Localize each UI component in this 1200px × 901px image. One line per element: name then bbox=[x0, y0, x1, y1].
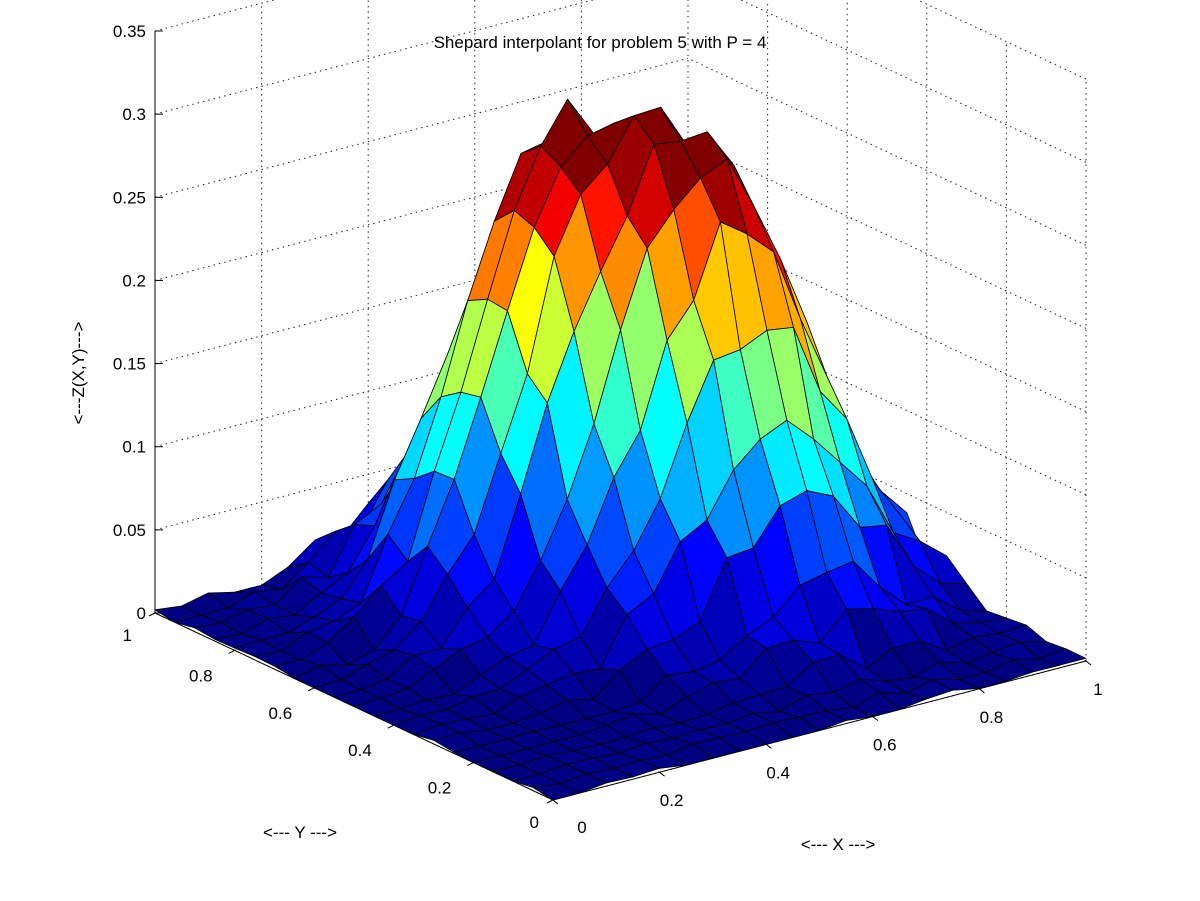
wall-grid-line bbox=[154, 140, 689, 281]
z-axis-label: <---Z(X,Y)---> bbox=[69, 321, 88, 424]
x-tick-label: 0.8 bbox=[980, 708, 1004, 727]
y-tick-label: 0.8 bbox=[189, 666, 213, 685]
x-tick-label: 0.6 bbox=[873, 736, 897, 755]
z-tick-label: 0.35 bbox=[113, 22, 146, 41]
z-tick-label: 0.3 bbox=[122, 105, 146, 124]
wall-grid-line bbox=[154, 224, 689, 365]
x-tick-label: 0.2 bbox=[660, 791, 684, 810]
x-axis-label: <--- X ---> bbox=[801, 835, 876, 854]
x-tick-mark bbox=[552, 799, 559, 805]
y-tick-mark bbox=[467, 762, 474, 767]
x-tick-mark bbox=[1085, 660, 1092, 666]
y-tick-label: 0.6 bbox=[269, 704, 293, 723]
wall-grid-line bbox=[154, 307, 689, 448]
chart-title: Shepard interpolant for problem 5 with P… bbox=[434, 33, 767, 52]
y-tick-mark bbox=[148, 612, 156, 617]
z-tick-label: 0.25 bbox=[113, 188, 146, 207]
surface bbox=[154, 98, 1087, 801]
x-tick-mark bbox=[979, 688, 985, 694]
z-tick-label: 0.1 bbox=[122, 438, 146, 457]
z-tick-label: 0.15 bbox=[113, 355, 146, 374]
text-layer: Shepard interpolant for problem 5 with P… bbox=[69, 22, 1103, 854]
wall-grid-line bbox=[154, 57, 689, 198]
x-tick-mark bbox=[765, 744, 772, 749]
surface-patch bbox=[532, 783, 580, 801]
z-tick-label: 0.2 bbox=[122, 271, 146, 290]
y-tick-label: 1 bbox=[123, 626, 132, 645]
y-tick-mark bbox=[546, 799, 554, 804]
y-tick-label: 0.4 bbox=[348, 741, 372, 760]
z-tick-label: 0.05 bbox=[113, 521, 146, 540]
x-tick-label: 1 bbox=[1093, 680, 1102, 699]
y-tick-label: 0.2 bbox=[428, 779, 452, 798]
z-tick-label: 0 bbox=[137, 604, 146, 623]
x-tick-label: 0 bbox=[577, 818, 586, 837]
y-tick-mark bbox=[228, 649, 235, 654]
y-axis-label: <--- Y ---> bbox=[263, 823, 337, 842]
y-tick-mark bbox=[387, 724, 395, 729]
y-tick-mark bbox=[307, 687, 315, 692]
x-tick-mark bbox=[872, 716, 879, 721]
x-tick-label: 0.4 bbox=[766, 763, 790, 782]
x-tick-mark bbox=[659, 771, 665, 777]
wall-grid-line bbox=[154, 0, 595, 115]
y-tick-label: 0 bbox=[530, 813, 539, 832]
